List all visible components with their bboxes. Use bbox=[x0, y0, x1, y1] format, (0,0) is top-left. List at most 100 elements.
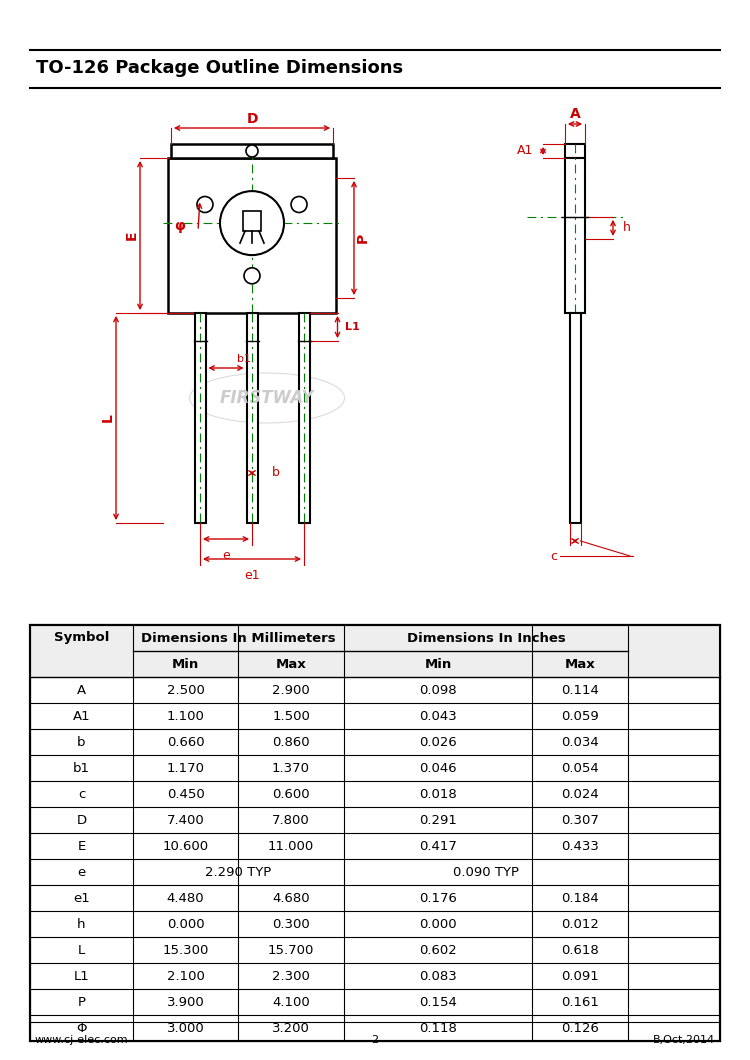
Text: A: A bbox=[77, 684, 86, 696]
Text: b: b bbox=[77, 736, 86, 748]
Circle shape bbox=[291, 196, 307, 212]
Text: c: c bbox=[550, 549, 557, 563]
Text: 0.860: 0.860 bbox=[272, 736, 310, 748]
Text: 4.480: 4.480 bbox=[166, 891, 204, 904]
Text: D: D bbox=[246, 112, 258, 126]
Text: 0.126: 0.126 bbox=[561, 1022, 599, 1035]
Text: 0.618: 0.618 bbox=[561, 943, 598, 956]
Text: 0.046: 0.046 bbox=[419, 761, 457, 775]
Text: L1: L1 bbox=[346, 322, 360, 332]
Text: e1: e1 bbox=[244, 569, 260, 582]
Text: 0.307: 0.307 bbox=[561, 813, 599, 827]
Text: 0.291: 0.291 bbox=[419, 813, 457, 827]
Text: e1: e1 bbox=[74, 891, 90, 904]
Text: E: E bbox=[125, 231, 139, 241]
Bar bbox=[30, 625, 720, 651]
Text: Max: Max bbox=[276, 657, 306, 671]
Text: 10.600: 10.600 bbox=[163, 840, 209, 852]
Text: 0.602: 0.602 bbox=[419, 943, 457, 956]
Text: 7.800: 7.800 bbox=[272, 813, 310, 827]
Circle shape bbox=[246, 145, 258, 157]
Text: 4.100: 4.100 bbox=[272, 995, 310, 1008]
Text: 2: 2 bbox=[371, 1035, 379, 1045]
Text: c: c bbox=[78, 788, 86, 800]
Text: A1: A1 bbox=[73, 709, 90, 723]
Text: 3.900: 3.900 bbox=[166, 995, 204, 1008]
Text: φ: φ bbox=[175, 219, 185, 233]
Text: 0.450: 0.450 bbox=[166, 788, 204, 800]
Text: D: D bbox=[76, 813, 86, 827]
Text: 0.417: 0.417 bbox=[419, 840, 457, 852]
Text: 0.600: 0.600 bbox=[272, 788, 310, 800]
Text: Symbol: Symbol bbox=[54, 632, 110, 644]
Bar bbox=[243, 211, 261, 231]
Text: 1.500: 1.500 bbox=[272, 709, 310, 723]
Text: E: E bbox=[77, 840, 86, 852]
Text: A: A bbox=[570, 107, 580, 121]
Text: P: P bbox=[77, 995, 86, 1008]
Text: e: e bbox=[77, 866, 86, 879]
Text: 0.043: 0.043 bbox=[419, 709, 457, 723]
Text: 0.059: 0.059 bbox=[561, 709, 598, 723]
Text: 0.118: 0.118 bbox=[419, 1022, 457, 1035]
Text: 0.300: 0.300 bbox=[272, 918, 310, 931]
Text: 0.660: 0.660 bbox=[166, 736, 204, 748]
Text: 0.012: 0.012 bbox=[561, 918, 599, 931]
Text: P: P bbox=[356, 233, 370, 243]
Text: Min: Min bbox=[172, 657, 200, 671]
Text: 0.026: 0.026 bbox=[419, 736, 457, 748]
Bar bbox=[565, 144, 585, 158]
Text: A1: A1 bbox=[517, 144, 533, 158]
Text: 0.018: 0.018 bbox=[419, 788, 457, 800]
Text: 0.161: 0.161 bbox=[561, 995, 599, 1008]
Bar bbox=[194, 313, 206, 523]
Text: 0.184: 0.184 bbox=[561, 891, 598, 904]
Text: Φ: Φ bbox=[76, 1022, 87, 1035]
Bar bbox=[298, 313, 310, 523]
Text: 2.300: 2.300 bbox=[272, 970, 310, 983]
Text: 1.370: 1.370 bbox=[272, 761, 310, 775]
Text: 0.114: 0.114 bbox=[561, 684, 599, 696]
Text: FIRSTWAY: FIRSTWAY bbox=[220, 389, 314, 407]
Text: 7.400: 7.400 bbox=[166, 813, 204, 827]
Text: 15.300: 15.300 bbox=[162, 943, 209, 956]
Bar bbox=[565, 158, 585, 313]
Text: L: L bbox=[101, 413, 115, 423]
Bar bbox=[30, 625, 720, 1041]
Text: 0.000: 0.000 bbox=[419, 918, 457, 931]
Text: b1: b1 bbox=[73, 761, 90, 775]
Bar bbox=[171, 144, 333, 158]
Text: TO-126 Package Outline Dimensions: TO-126 Package Outline Dimensions bbox=[36, 59, 404, 77]
Circle shape bbox=[197, 196, 213, 212]
Text: h: h bbox=[77, 918, 86, 931]
Text: B,Oct,2014: B,Oct,2014 bbox=[652, 1035, 715, 1045]
Text: L: L bbox=[78, 943, 85, 956]
Circle shape bbox=[220, 191, 284, 255]
Text: Max: Max bbox=[565, 657, 596, 671]
Text: 2.290 TYP: 2.290 TYP bbox=[206, 866, 272, 879]
Text: b: b bbox=[272, 466, 280, 479]
Bar bbox=[569, 313, 580, 523]
Text: 3.000: 3.000 bbox=[166, 1022, 204, 1035]
Text: b1: b1 bbox=[237, 354, 251, 364]
Text: 2.900: 2.900 bbox=[272, 684, 310, 696]
Text: 0.054: 0.054 bbox=[561, 761, 598, 775]
Text: 0.024: 0.024 bbox=[561, 788, 598, 800]
Text: Min: Min bbox=[424, 657, 451, 671]
Text: L1: L1 bbox=[74, 970, 89, 983]
Text: Dimensions In Inches: Dimensions In Inches bbox=[406, 632, 566, 644]
Text: www.cj-elec.com: www.cj-elec.com bbox=[35, 1035, 129, 1045]
Circle shape bbox=[244, 268, 260, 284]
Text: 0.176: 0.176 bbox=[419, 891, 457, 904]
Text: 0.433: 0.433 bbox=[561, 840, 599, 852]
Text: 1.100: 1.100 bbox=[166, 709, 205, 723]
Text: Dimensions In Millimeters: Dimensions In Millimeters bbox=[141, 632, 336, 644]
Text: 3.200: 3.200 bbox=[272, 1022, 310, 1035]
Text: 0.083: 0.083 bbox=[419, 970, 457, 983]
Text: 0.090 TYP: 0.090 TYP bbox=[453, 866, 519, 879]
Text: 1.170: 1.170 bbox=[166, 761, 205, 775]
Text: 4.680: 4.680 bbox=[272, 891, 310, 904]
Bar bbox=[30, 651, 720, 677]
Text: 2.500: 2.500 bbox=[166, 684, 205, 696]
Text: 0.098: 0.098 bbox=[419, 684, 457, 696]
